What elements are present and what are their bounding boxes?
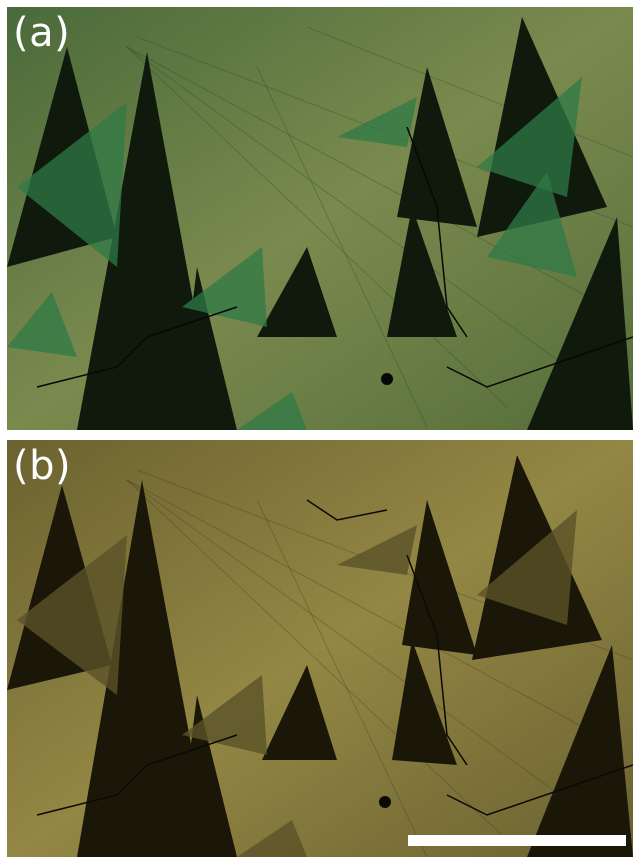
scale-bar [408, 835, 626, 846]
micrograph-panel-a: (a) [7, 7, 633, 430]
panel-label-b: (b) [13, 443, 72, 489]
panel-label-a: (a) [13, 10, 71, 56]
micrograph-image-a [7, 7, 633, 430]
micrograph-image-b [7, 440, 633, 857]
micrograph-panel-b: (b) [7, 440, 633, 857]
